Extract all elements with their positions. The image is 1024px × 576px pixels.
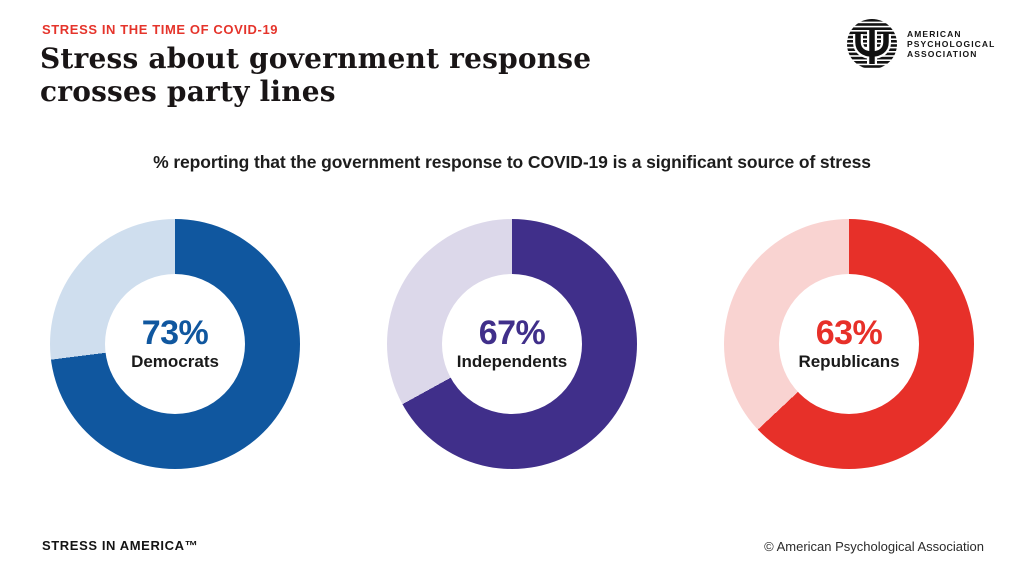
report-eyebrow: STRESS IN THE TIME OF COVID-19	[42, 22, 279, 37]
page-title-line2: crosses party lines	[40, 75, 336, 108]
republicans-percentage: 63%	[815, 314, 883, 352]
copyright-text: © American Psychological Association	[764, 539, 984, 554]
donut-chart-row: 73% Democrats 67% Independents 63% Repub…	[50, 219, 974, 469]
apa-logo: AMERICAN PSYCHOLOGICAL ASSOCIATION	[846, 18, 995, 70]
democrats-percentage: 73%	[141, 314, 209, 352]
apa-logo-text: AMERICAN PSYCHOLOGICAL ASSOCIATION	[907, 29, 995, 59]
apa-logo-line3: ASSOCIATION	[907, 49, 978, 59]
page-title: Stress about government response crosses…	[40, 42, 591, 108]
donut-democrats: 73% Democrats	[50, 219, 300, 469]
donut-independents-center: 67% Independents	[442, 274, 582, 414]
apa-globe-psi-icon	[847, 19, 897, 69]
donut-independents: 67% Independents	[387, 219, 637, 469]
stress-in-america-wordmark: STRESS IN AMERICA™	[42, 538, 199, 553]
democrats-label: Democrats	[131, 352, 219, 371]
republicans-label: Republicans	[798, 352, 900, 371]
apa-logo-line1: AMERICAN	[907, 29, 962, 39]
apa-logo-line2: PSYCHOLOGICAL	[907, 39, 996, 49]
independents-label: Independents	[456, 352, 568, 371]
donut-republicans: 63% Republicans	[724, 219, 974, 469]
chart-subtitle: % reporting that the government response…	[153, 152, 871, 172]
donut-republicans-center: 63% Republicans	[779, 274, 919, 414]
page-title-line1: Stress about government response	[40, 42, 592, 75]
donut-democrats-center: 73% Democrats	[105, 274, 245, 414]
independents-percentage: 67%	[478, 314, 546, 352]
